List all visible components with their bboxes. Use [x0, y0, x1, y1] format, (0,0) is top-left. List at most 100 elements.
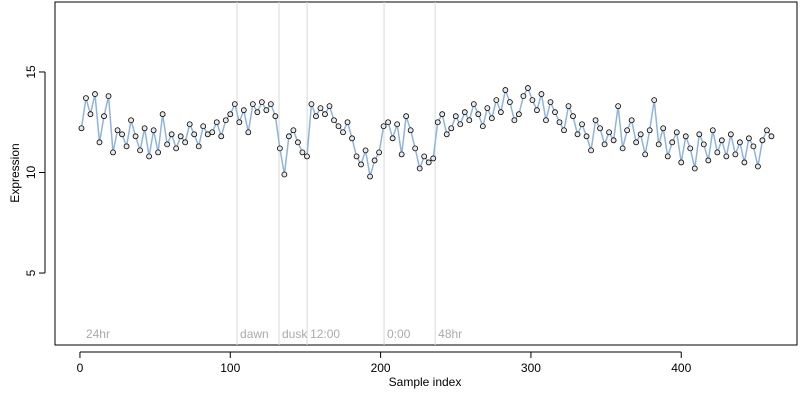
data-point	[434, 119, 441, 126]
data-point	[425, 159, 432, 166]
data-point	[412, 145, 419, 152]
data-point	[732, 151, 739, 158]
data-point	[583, 133, 590, 140]
data-point	[286, 133, 292, 140]
data-point	[96, 139, 103, 146]
data-point	[547, 99, 554, 106]
plot-box	[54, 1, 798, 346]
data-point	[123, 143, 130, 150]
data-point	[240, 107, 247, 114]
data-point	[700, 141, 707, 148]
data-point	[682, 133, 689, 140]
data-point	[150, 127, 157, 134]
data-point	[461, 109, 468, 116]
data-point	[358, 161, 364, 168]
data-point	[642, 151, 649, 158]
y-tick-label: 5	[24, 269, 38, 276]
data-point	[516, 111, 522, 118]
data-point	[538, 91, 545, 97]
data-point	[709, 127, 716, 134]
annotation: 48hr	[438, 327, 462, 341]
data-point	[200, 123, 207, 130]
y-tick-label: 15	[24, 65, 38, 79]
data-point	[488, 115, 495, 122]
data-point	[691, 165, 698, 172]
data-point	[448, 125, 455, 132]
data-point	[101, 113, 107, 120]
data-point	[276, 145, 283, 152]
data-point	[565, 103, 572, 110]
data-point	[637, 131, 644, 138]
data-point	[137, 147, 143, 154]
data-point	[177, 133, 184, 140]
data-point	[655, 141, 662, 148]
data-point	[430, 155, 437, 162]
data-point	[534, 107, 540, 114]
data-point	[249, 101, 256, 108]
data-point	[615, 103, 622, 110]
data-point	[619, 145, 626, 152]
data-point	[394, 121, 401, 128]
data-point	[529, 97, 536, 104]
data-point	[610, 137, 617, 144]
data-point	[768, 133, 775, 140]
data-point	[344, 119, 351, 126]
data-point	[186, 121, 193, 128]
data-point	[371, 157, 378, 164]
data-point	[543, 117, 549, 124]
data-point	[556, 119, 563, 126]
data-point	[164, 141, 171, 148]
data-point	[290, 127, 297, 134]
x-tick-label: 300	[521, 361, 541, 375]
data-point	[561, 127, 567, 134]
data-point	[745, 135, 752, 142]
annotation: dusk	[282, 327, 308, 341]
data-point	[119, 131, 125, 138]
data-point	[78, 125, 85, 132]
data-point	[502, 87, 509, 93]
data-point	[520, 93, 527, 99]
x-tick-label: 400	[671, 361, 691, 375]
data-point	[191, 131, 198, 138]
data-point	[132, 133, 139, 140]
data-point	[245, 129, 252, 136]
x-axis-title: Sample index	[389, 375, 462, 389]
data-point	[407, 127, 414, 134]
data-point	[759, 137, 766, 144]
data-point	[128, 117, 134, 124]
data-point	[398, 151, 405, 158]
data-point	[421, 153, 428, 160]
data-point	[633, 139, 640, 146]
data-point	[479, 123, 486, 130]
data-point	[696, 131, 703, 138]
data-point	[705, 157, 712, 164]
data-point	[597, 125, 603, 132]
data-point	[651, 97, 658, 104]
x-tick-label: 0	[77, 361, 84, 375]
data-point	[552, 109, 558, 116]
data-point	[105, 93, 112, 99]
data-point	[362, 147, 369, 154]
data-point	[168, 131, 175, 138]
y-axis-title: Expression	[8, 143, 22, 202]
data-point	[439, 111, 446, 118]
data-point	[114, 127, 121, 134]
data-point	[628, 117, 635, 124]
data-point	[727, 131, 734, 138]
data-point	[335, 123, 342, 130]
data-point	[687, 145, 694, 152]
data-point	[452, 113, 459, 120]
data-point	[497, 109, 504, 116]
data-point	[110, 149, 116, 156]
data-point	[601, 141, 608, 148]
data-point	[741, 159, 748, 166]
data-point	[367, 173, 373, 180]
data-point	[588, 147, 594, 154]
data-point	[173, 145, 180, 152]
data-point	[443, 131, 450, 138]
data-point	[322, 111, 328, 118]
data-point	[281, 171, 288, 178]
data-point	[723, 153, 730, 160]
data-point	[340, 129, 346, 136]
data-point	[764, 127, 770, 134]
